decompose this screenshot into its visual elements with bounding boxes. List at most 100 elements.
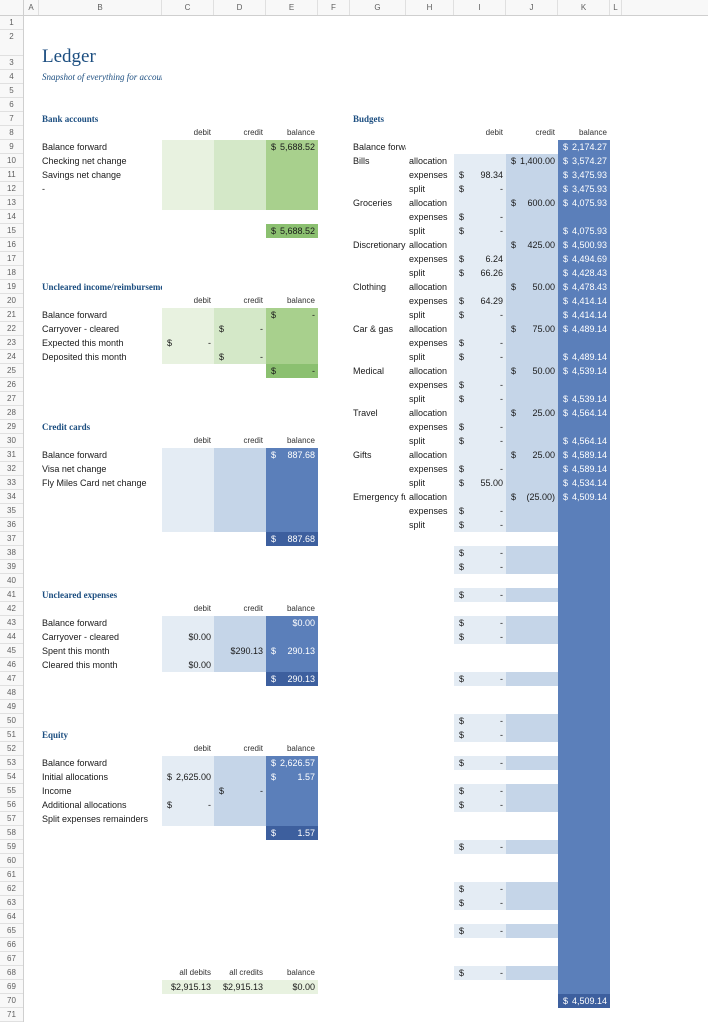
col-header-I[interactable]: I bbox=[454, 0, 506, 15]
cell[interactable] bbox=[454, 812, 506, 826]
cell[interactable] bbox=[350, 770, 406, 784]
cell[interactable] bbox=[39, 1008, 162, 1022]
cell[interactable] bbox=[318, 728, 350, 742]
cell[interactable] bbox=[506, 994, 558, 1008]
cell[interactable] bbox=[318, 364, 350, 378]
cell[interactable]: split bbox=[406, 476, 454, 490]
cell[interactable] bbox=[318, 952, 350, 966]
cell[interactable] bbox=[266, 70, 318, 84]
cell[interactable] bbox=[24, 224, 39, 238]
row-header-66[interactable]: 66 bbox=[0, 938, 23, 952]
col-header-B[interactable]: B bbox=[39, 0, 162, 15]
cell[interactable] bbox=[406, 672, 454, 686]
cell[interactable] bbox=[610, 238, 622, 252]
cell[interactable]: expenses bbox=[406, 462, 454, 476]
cell[interactable] bbox=[558, 742, 610, 756]
cell[interactable] bbox=[610, 182, 622, 196]
cell[interactable]: $2,625.00 bbox=[162, 770, 214, 784]
cell[interactable] bbox=[506, 336, 558, 350]
row-header-36[interactable]: 36 bbox=[0, 518, 23, 532]
cell[interactable]: Spent this month bbox=[39, 644, 162, 658]
cell[interactable] bbox=[558, 504, 610, 518]
cell[interactable]: $- bbox=[454, 378, 506, 392]
cell[interactable]: $0.00 bbox=[162, 658, 214, 672]
cell[interactable] bbox=[610, 30, 622, 44]
cell[interactable]: allocation bbox=[406, 196, 454, 210]
cell[interactable] bbox=[350, 210, 406, 224]
row-header-69[interactable]: 69 bbox=[0, 980, 23, 994]
cell[interactable] bbox=[610, 714, 622, 728]
row-header-25[interactable]: 25 bbox=[0, 364, 23, 378]
cell[interactable]: $4,564.14 bbox=[558, 434, 610, 448]
cell[interactable]: $4,500.93 bbox=[558, 238, 610, 252]
row-header-21[interactable]: 21 bbox=[0, 308, 23, 322]
cell[interactable] bbox=[610, 504, 622, 518]
cell[interactable] bbox=[506, 630, 558, 644]
cell[interactable] bbox=[214, 98, 266, 112]
cell[interactable] bbox=[24, 826, 39, 840]
cell[interactable] bbox=[162, 644, 214, 658]
cell[interactable]: $600.00 bbox=[506, 196, 558, 210]
row-header-17[interactable]: 17 bbox=[0, 252, 23, 266]
cell[interactable] bbox=[39, 210, 162, 224]
cell[interactable] bbox=[318, 378, 350, 392]
cell[interactable] bbox=[24, 350, 39, 364]
cell[interactable] bbox=[506, 70, 558, 84]
cell[interactable] bbox=[39, 238, 162, 252]
cell[interactable] bbox=[266, 154, 318, 168]
row-header-56[interactable]: 56 bbox=[0, 798, 23, 812]
cell[interactable] bbox=[266, 518, 318, 532]
cell[interactable] bbox=[406, 112, 454, 126]
row-header-57[interactable]: 57 bbox=[0, 812, 23, 826]
cell[interactable] bbox=[39, 854, 162, 868]
cell[interactable] bbox=[610, 784, 622, 798]
cell[interactable] bbox=[214, 630, 266, 644]
cell[interactable] bbox=[162, 686, 214, 700]
cell[interactable] bbox=[506, 728, 558, 742]
cell[interactable] bbox=[350, 434, 406, 448]
cell[interactable] bbox=[558, 910, 610, 924]
cell[interactable] bbox=[266, 336, 318, 350]
cell[interactable] bbox=[454, 980, 506, 994]
cell[interactable] bbox=[406, 728, 454, 742]
cell[interactable]: $4,564.14 bbox=[558, 406, 610, 420]
cell[interactable] bbox=[350, 84, 406, 98]
col-header-K[interactable]: K bbox=[558, 0, 610, 15]
cell[interactable] bbox=[506, 112, 558, 126]
row-header-8[interactable]: 8 bbox=[0, 126, 23, 140]
cell[interactable] bbox=[24, 294, 39, 308]
cell[interactable] bbox=[39, 714, 162, 728]
cell[interactable]: $- bbox=[454, 210, 506, 224]
cell[interactable] bbox=[214, 448, 266, 462]
cell[interactable] bbox=[162, 672, 214, 686]
cell[interactable] bbox=[24, 630, 39, 644]
cell[interactable] bbox=[350, 798, 406, 812]
cell[interactable] bbox=[24, 476, 39, 490]
cell[interactable] bbox=[558, 336, 610, 350]
row-header-16[interactable]: 16 bbox=[0, 238, 23, 252]
cell[interactable] bbox=[350, 784, 406, 798]
cell[interactable] bbox=[266, 210, 318, 224]
cell[interactable] bbox=[350, 756, 406, 770]
cell[interactable] bbox=[162, 210, 214, 224]
cell[interactable]: $4,414.14 bbox=[558, 308, 610, 322]
cell[interactable]: Balance forward bbox=[350, 140, 406, 154]
cell[interactable]: $- bbox=[454, 434, 506, 448]
cell[interactable] bbox=[506, 980, 558, 994]
cell[interactable] bbox=[162, 280, 214, 294]
cell[interactable] bbox=[610, 44, 622, 70]
cell[interactable] bbox=[610, 392, 622, 406]
cell[interactable] bbox=[214, 714, 266, 728]
cell[interactable]: balance bbox=[558, 126, 610, 140]
cell[interactable] bbox=[214, 308, 266, 322]
cell[interactable] bbox=[610, 406, 622, 420]
cell[interactable] bbox=[24, 812, 39, 826]
cell[interactable] bbox=[162, 406, 214, 420]
cell[interactable] bbox=[162, 266, 214, 280]
cell[interactable] bbox=[162, 350, 214, 364]
row-header-1[interactable]: 1 bbox=[0, 16, 23, 30]
cell[interactable] bbox=[506, 756, 558, 770]
cell[interactable] bbox=[162, 308, 214, 322]
cell[interactable] bbox=[266, 896, 318, 910]
cell[interactable] bbox=[350, 252, 406, 266]
